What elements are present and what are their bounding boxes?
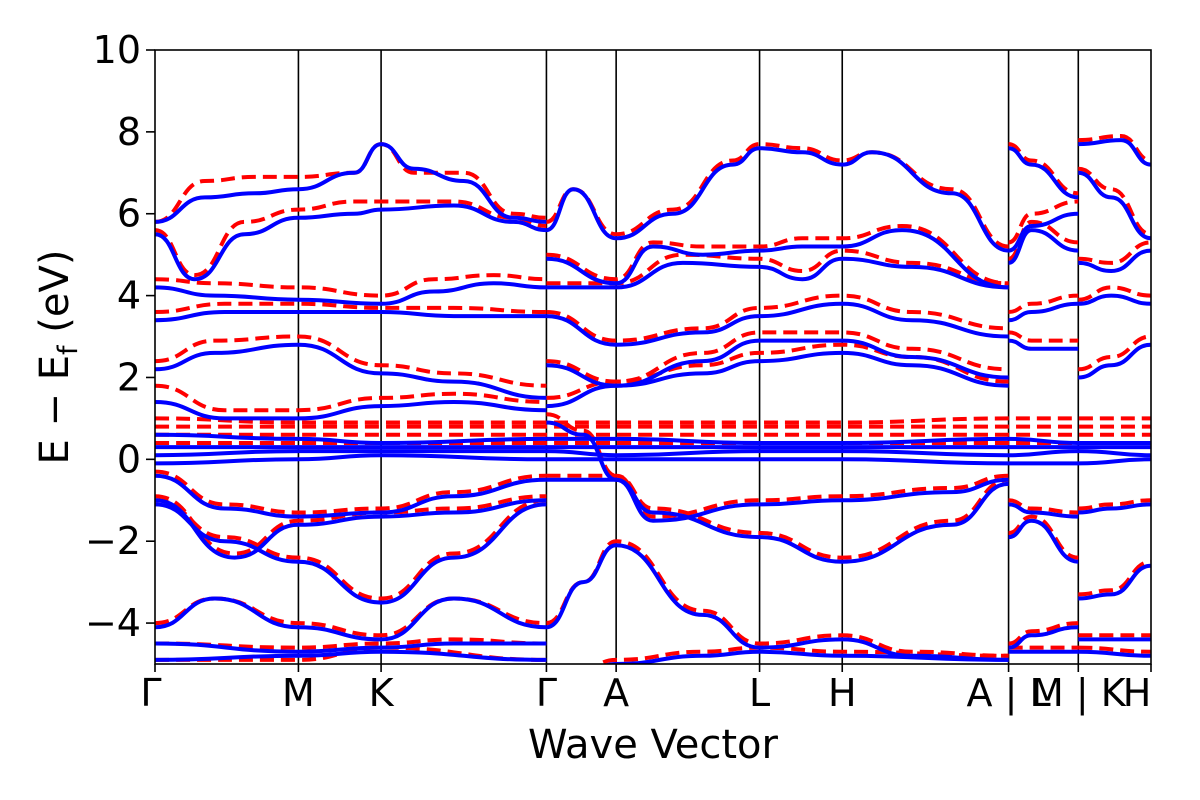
band-line xyxy=(155,142,547,224)
y-axis-label: E − Ef (eV) xyxy=(32,250,84,465)
y-tick-label: 0 xyxy=(117,437,141,481)
y-axis-label-subscript: f xyxy=(53,344,84,355)
x-tick-label: L xyxy=(749,671,770,715)
band-line xyxy=(1008,621,1079,646)
band-line xyxy=(1078,133,1151,163)
band-line xyxy=(1008,142,1079,196)
band-line xyxy=(1008,518,1079,564)
dashed-band-series xyxy=(155,133,1151,664)
band-line xyxy=(1078,248,1151,274)
band-line xyxy=(155,281,547,306)
band-line xyxy=(155,494,547,556)
band-line xyxy=(155,453,1151,466)
x-tick-label: K xyxy=(369,671,395,715)
band-lines xyxy=(155,133,1151,664)
band-line xyxy=(155,399,547,421)
plot-frame xyxy=(154,49,1152,665)
band-line xyxy=(1078,240,1151,265)
band-line xyxy=(1078,285,1151,302)
y-tick-label: 10 xyxy=(93,28,141,72)
band-line xyxy=(1078,502,1151,515)
band-line xyxy=(546,256,1009,290)
y-tick-label: −2 xyxy=(85,519,141,563)
band-line xyxy=(1078,645,1151,654)
band-line xyxy=(546,350,1009,409)
band-line xyxy=(155,199,547,278)
band-line xyxy=(1078,559,1151,597)
band-line xyxy=(1008,502,1079,519)
band-line xyxy=(155,416,1151,425)
band-line xyxy=(1078,166,1151,237)
x-axis-label: Wave Vector xyxy=(528,722,779,768)
band-line xyxy=(1007,228,1079,265)
y-axis-ticks: −4 −2 0 2 4 6 8 10 xyxy=(85,28,155,645)
band-line xyxy=(155,432,1151,446)
band-line xyxy=(155,309,547,323)
band-line xyxy=(155,301,547,314)
band-line xyxy=(1078,649,1151,658)
y-tick-label: −4 xyxy=(85,601,141,645)
x-tick-label: A | L xyxy=(967,671,1051,716)
y-tick-label: 4 xyxy=(117,274,141,318)
band-line xyxy=(546,248,1009,286)
band-line xyxy=(155,498,547,560)
band-line xyxy=(545,146,1009,253)
band-line xyxy=(155,498,547,601)
x-tick-label: H xyxy=(1123,671,1152,715)
x-tick-label: Γ xyxy=(140,671,161,715)
band-line xyxy=(546,420,1009,523)
band-line xyxy=(155,334,547,388)
band-line xyxy=(1008,211,1079,253)
band-line xyxy=(1008,625,1079,650)
band-line xyxy=(155,342,547,400)
band-line xyxy=(155,469,547,515)
y-tick-label: 6 xyxy=(117,192,141,236)
band-line xyxy=(1008,199,1079,245)
band-line xyxy=(546,473,1009,560)
band-line xyxy=(1008,301,1079,323)
band-line xyxy=(546,301,1009,347)
band-line xyxy=(546,293,1009,343)
y-axis-label-unit: (eV) xyxy=(32,250,78,346)
y-tick-label: 2 xyxy=(117,355,141,399)
x-tick-label: M xyxy=(282,671,315,715)
band-line xyxy=(1077,170,1151,241)
solid-band-series xyxy=(155,138,1151,664)
band-line xyxy=(155,637,547,650)
band-line xyxy=(546,477,1009,564)
x-tick-label: M | K xyxy=(1031,671,1127,716)
band-line xyxy=(1078,334,1151,372)
y-axis-label-main: E − E xyxy=(32,355,78,465)
x-tick-label: Γ xyxy=(536,671,557,715)
band-line xyxy=(1008,514,1079,560)
high-symmetry-lines xyxy=(297,50,1080,664)
band-line xyxy=(155,596,547,642)
band-line xyxy=(155,641,547,654)
band-line xyxy=(1078,293,1151,306)
band-line xyxy=(1008,338,1079,351)
x-tick-label: A xyxy=(603,671,629,715)
band-line xyxy=(1008,330,1079,343)
band-line xyxy=(1078,342,1151,380)
band-line xyxy=(1078,563,1151,601)
band-line xyxy=(155,273,547,298)
band-line xyxy=(155,203,547,282)
band-line xyxy=(546,228,1009,290)
band-line xyxy=(155,473,547,519)
y-tick-label: 8 xyxy=(117,110,141,154)
band-line xyxy=(604,649,1009,664)
band-line xyxy=(155,449,1151,458)
band-line xyxy=(1078,138,1151,167)
band-line xyxy=(155,649,547,662)
band-line xyxy=(546,223,1009,286)
band-line xyxy=(1008,293,1079,314)
band-line xyxy=(1008,146,1079,200)
band-line xyxy=(1078,498,1151,511)
band-line xyxy=(1008,498,1079,515)
band-line xyxy=(155,383,547,413)
band-line xyxy=(155,502,547,605)
x-tick-label: H xyxy=(828,671,857,715)
